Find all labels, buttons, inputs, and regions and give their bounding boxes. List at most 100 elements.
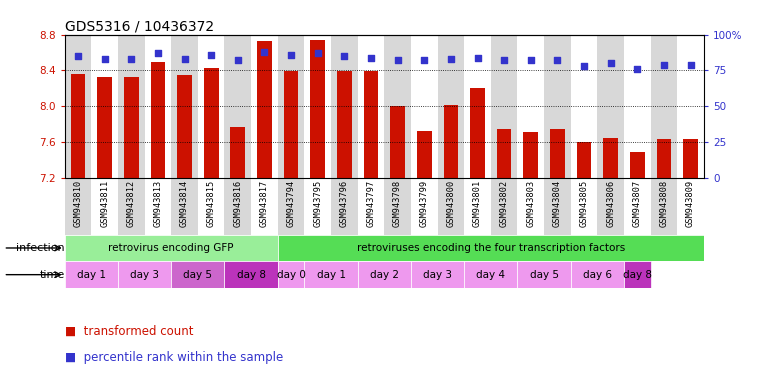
Text: GSM943808: GSM943808 (660, 180, 668, 227)
Text: GSM943810: GSM943810 (74, 180, 82, 227)
Text: time: time (40, 270, 65, 280)
Text: GSM943802: GSM943802 (500, 180, 508, 227)
Point (658, 62, 670, 68)
Text: retroviruses encoding the four transcription factors: retroviruses encoding the four transcrip… (357, 243, 625, 253)
Text: GSM943799: GSM943799 (420, 180, 428, 227)
Bar (278, 262, 304, 288)
Bar (198, 35, 224, 178)
Bar (491, 35, 517, 178)
Bar (438, 178, 464, 235)
Bar (310, 40, 325, 178)
Bar (224, 262, 278, 288)
Point (285, 51, 297, 58)
Point (151, 50, 164, 56)
Point (72, 53, 84, 59)
Text: GSM943800: GSM943800 (447, 180, 455, 227)
Bar (517, 178, 544, 235)
Text: GSM943812: GSM943812 (127, 180, 135, 227)
Point (178, 56, 190, 62)
Bar (417, 131, 431, 178)
Bar (304, 35, 331, 178)
Point (471, 55, 484, 61)
Bar (444, 104, 458, 178)
Bar (71, 74, 85, 178)
Bar (491, 178, 517, 235)
Point (365, 55, 377, 61)
Bar (411, 178, 438, 235)
Text: GSM943813: GSM943813 (154, 180, 162, 227)
Bar (411, 262, 464, 288)
Text: GSM943809: GSM943809 (686, 180, 695, 227)
Bar (278, 35, 304, 178)
Bar (118, 262, 171, 288)
Text: day 3: day 3 (423, 270, 452, 280)
Bar (65, 235, 278, 262)
Bar (171, 35, 198, 178)
Text: GDS5316 / 10436372: GDS5316 / 10436372 (65, 20, 214, 33)
Bar (337, 71, 352, 178)
Text: day 6: day 6 (583, 270, 612, 280)
Bar (624, 178, 651, 235)
Bar (651, 35, 677, 178)
Bar (198, 178, 224, 235)
Bar (251, 178, 278, 235)
Bar (411, 35, 438, 178)
Text: day 5: day 5 (183, 270, 212, 280)
Bar (145, 35, 171, 178)
Bar (517, 35, 544, 178)
Bar (364, 71, 378, 178)
Text: GSM943816: GSM943816 (234, 180, 242, 227)
Bar (118, 178, 145, 235)
Point (551, 57, 563, 63)
Bar (118, 35, 145, 178)
Bar (257, 41, 272, 178)
Bar (278, 235, 704, 262)
Text: GSM943796: GSM943796 (340, 180, 349, 227)
Bar (65, 178, 91, 235)
Text: GSM943815: GSM943815 (207, 180, 215, 227)
Bar (278, 178, 304, 235)
Bar (624, 35, 651, 178)
Text: ■  percentile rank within the sample: ■ percentile rank within the sample (65, 351, 283, 364)
Bar (224, 35, 251, 178)
Bar (251, 35, 278, 178)
Bar (331, 35, 358, 178)
Point (125, 56, 137, 62)
Point (631, 66, 643, 72)
Bar (65, 35, 91, 178)
Point (604, 60, 616, 66)
Text: day 1: day 1 (77, 270, 106, 280)
Point (338, 53, 350, 59)
Text: ■  transformed count: ■ transformed count (65, 324, 193, 338)
Text: GSM943794: GSM943794 (287, 180, 295, 227)
Text: infection: infection (16, 243, 65, 253)
Bar (91, 35, 118, 178)
Text: day 3: day 3 (130, 270, 159, 280)
Text: GSM943811: GSM943811 (100, 180, 109, 227)
Bar (224, 178, 251, 235)
Bar (571, 35, 597, 178)
Bar (603, 138, 618, 178)
Text: GSM943803: GSM943803 (527, 180, 535, 227)
Bar (97, 77, 112, 178)
Bar (464, 178, 491, 235)
Bar (597, 35, 624, 178)
Bar (91, 178, 118, 235)
Bar (524, 132, 538, 178)
Bar (124, 77, 139, 178)
Point (205, 51, 218, 58)
Point (391, 57, 403, 63)
Text: GSM943807: GSM943807 (633, 180, 642, 227)
Text: day 8: day 8 (622, 270, 652, 280)
Bar (231, 127, 245, 178)
Text: day 8: day 8 (237, 270, 266, 280)
Bar (171, 178, 198, 235)
Bar (384, 35, 411, 178)
Text: retrovirus encoding GFP: retrovirus encoding GFP (109, 243, 234, 253)
Bar (571, 262, 624, 288)
Bar (571, 178, 597, 235)
Bar (470, 88, 485, 178)
Text: GSM943814: GSM943814 (180, 180, 189, 227)
Point (498, 57, 510, 63)
Bar (171, 262, 224, 288)
